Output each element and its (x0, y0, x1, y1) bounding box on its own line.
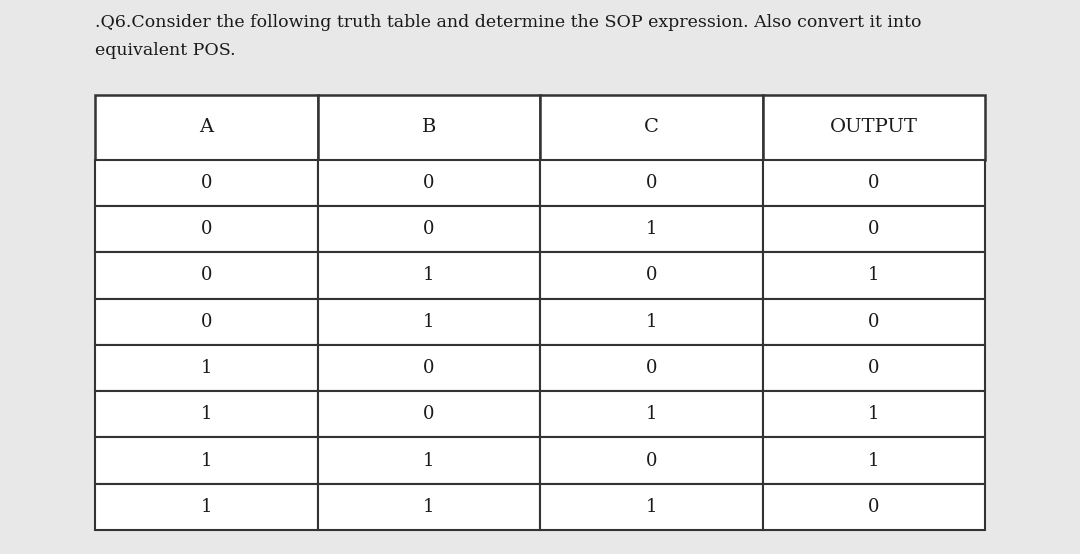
Text: 1: 1 (868, 266, 879, 284)
Text: 0: 0 (868, 313, 879, 331)
Text: 1: 1 (868, 406, 879, 423)
Text: OUTPUT: OUTPUT (829, 119, 918, 136)
Text: 0: 0 (646, 452, 657, 470)
Text: B: B (421, 119, 436, 136)
Text: 1: 1 (646, 406, 657, 423)
Text: 0: 0 (646, 359, 657, 377)
Text: 1: 1 (201, 498, 212, 516)
Text: 1: 1 (201, 406, 212, 423)
Text: 0: 0 (423, 406, 434, 423)
Text: 1: 1 (201, 452, 212, 470)
Text: 1: 1 (423, 313, 434, 331)
Text: 0: 0 (423, 359, 434, 377)
Text: 1: 1 (423, 452, 434, 470)
Text: 0: 0 (868, 498, 879, 516)
Text: 1: 1 (646, 498, 657, 516)
Text: 1: 1 (646, 220, 657, 238)
Text: 0: 0 (423, 174, 434, 192)
Text: C: C (644, 119, 659, 136)
Text: 0: 0 (201, 174, 212, 192)
Text: .Q6.Consider the following truth table and determine the SOP expression. Also co: .Q6.Consider the following truth table a… (95, 14, 921, 31)
Text: 1: 1 (646, 313, 657, 331)
Text: 0: 0 (201, 266, 212, 284)
Text: 1: 1 (423, 266, 434, 284)
Text: 0: 0 (868, 220, 879, 238)
Text: 1: 1 (868, 452, 879, 470)
Text: 0: 0 (201, 313, 212, 331)
Text: 0: 0 (423, 220, 434, 238)
Text: 0: 0 (868, 174, 879, 192)
Text: equivalent POS.: equivalent POS. (95, 42, 235, 59)
Text: 1: 1 (423, 498, 434, 516)
Text: A: A (199, 119, 214, 136)
Text: 0: 0 (646, 266, 657, 284)
Text: 0: 0 (868, 359, 879, 377)
Text: 0: 0 (646, 174, 657, 192)
Text: 0: 0 (201, 220, 212, 238)
Text: 1: 1 (201, 359, 212, 377)
